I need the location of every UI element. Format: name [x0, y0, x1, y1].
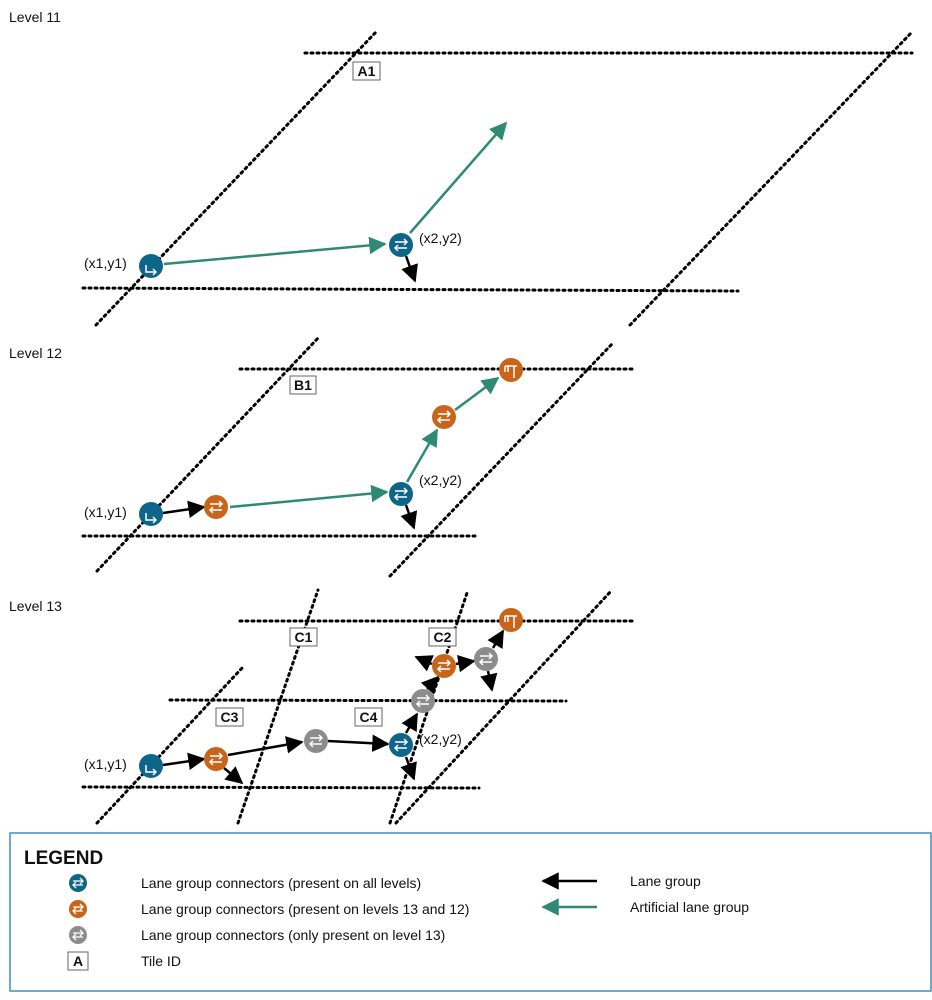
level-label: Level 13 [9, 598, 62, 614]
connector-levels-13-12-icon [499, 608, 523, 632]
level-11-panel: Level 11 A1 (x1,y1) (x2,y2) [9, 9, 914, 327]
tile-id-label: C4 [360, 709, 378, 725]
connector-all-levels-icon [139, 254, 163, 278]
legend-title: LEGEND [24, 848, 103, 869]
connector-level-13-only-icon [69, 926, 87, 944]
tile-boundaries [81, 588, 638, 825]
tile-boundary-line [628, 30, 914, 327]
lane-group-arrow [487, 629, 505, 650]
tile-boundaries [81, 334, 638, 578]
lane-group-arrow [455, 654, 476, 673]
tile-id-label: C2 [434, 629, 452, 645]
artificial-lane-group-arrow [163, 236, 387, 266]
coordinate-label: (x1,y1) [84, 504, 127, 520]
connector-all-levels-icon [389, 233, 413, 257]
tile-id-box: A1 [352, 61, 381, 81]
tile-id-label: A1 [358, 63, 376, 79]
connector-levels-13-12-icon [432, 654, 456, 678]
legend: LEGEND Lane group connectors (present on… [9, 832, 932, 992]
lane-group-arrow [420, 675, 440, 695]
coordinate-label: (x2,y2) [419, 230, 462, 246]
level-label: Level 12 [9, 345, 62, 361]
connector-all-levels-icon [139, 754, 163, 778]
connector-level-13-only-icon [474, 647, 498, 671]
tile-boundary-line [168, 698, 568, 703]
lane-group-arrow [401, 712, 419, 734]
legend-item-label: Lane group connectors (present on all le… [141, 875, 421, 891]
artificial-lane-group-arrow [454, 376, 500, 412]
legend-item-label: Lane group connectors (present on levels… [141, 901, 469, 917]
tile-id-box: C1 [289, 627, 318, 647]
level-label: Level 11 [9, 9, 61, 25]
lane-group-arrow [480, 670, 498, 692]
tile-id-box-letter: A [73, 953, 83, 969]
connector-level-13-only-icon [411, 689, 435, 713]
artificial-lane-group-arrow [409, 121, 508, 234]
tile-id-label: C3 [221, 709, 239, 725]
tile-boundary-line [81, 286, 740, 293]
tile-id-label: C1 [295, 629, 313, 645]
lane-group-arrow [162, 752, 206, 770]
coordinate-label: (x2,y2) [419, 731, 462, 747]
connector-all-levels-icon [139, 502, 163, 526]
lane-group-arrows [162, 629, 505, 785]
legend-item-label: Tile ID [141, 953, 181, 969]
tile-id-label: B1 [294, 377, 312, 393]
legend-arrow-label: Artificial lane group [630, 899, 749, 915]
coordinate-label: (x1,y1) [84, 255, 127, 271]
lane-group-arrow [400, 756, 417, 781]
connector-levels-13-12-icon [69, 900, 87, 918]
artificial-lane-group-arrow [405, 428, 439, 483]
legend-arrow-label: Lane group [630, 873, 701, 889]
tile-id-box-icon: A [67, 951, 89, 971]
tile-id-box: C4 [354, 707, 383, 727]
tile-id-box: C2 [428, 627, 457, 647]
tile-boundary-line [81, 785, 481, 790]
tile-boundary-line [94, 30, 378, 327]
level-13-panel: Level 13 C1 C2 C3 C4 [9, 588, 638, 825]
connector-all-levels-icon [389, 482, 413, 506]
lane-group-arrow [327, 734, 390, 752]
tile-id-box: B1 [289, 375, 317, 395]
coordinate-label: (x2,y2) [419, 472, 462, 488]
lane-group-arrow [223, 766, 244, 785]
connector-levels-13-12-icon [499, 358, 523, 382]
artificial-lane-group-arrow [229, 484, 389, 509]
connector-all-levels-icon [389, 733, 413, 757]
connector-levels-13-12-icon [432, 405, 456, 429]
legend-box [9, 832, 932, 992]
tile-id-box: C3 [215, 707, 244, 727]
level-12-panel: Level 12 B1 [9, 334, 638, 578]
lane-group-arrow [162, 500, 206, 518]
lane-group-arrow [227, 736, 304, 757]
coordinate-label: (x1,y1) [84, 756, 127, 772]
connector-levels-13-12-icon [204, 747, 228, 771]
tile-boundary-line [95, 665, 245, 825]
lane-group-arrow [400, 504, 418, 530]
connector-levels-13-12-icon [204, 495, 228, 519]
connector-all-levels-icon [69, 874, 87, 892]
tile-boundaries [81, 30, 914, 327]
tile-boundary-line [95, 334, 322, 573]
lane-group-arrow [401, 255, 418, 283]
tile-boundary-line [394, 588, 614, 825]
lane-group-arrow [414, 655, 434, 672]
tile-boundary-line [388, 342, 614, 578]
connector-level-13-only-icon [304, 729, 328, 753]
legend-item-label: Lane group connectors (only present on l… [141, 927, 445, 943]
